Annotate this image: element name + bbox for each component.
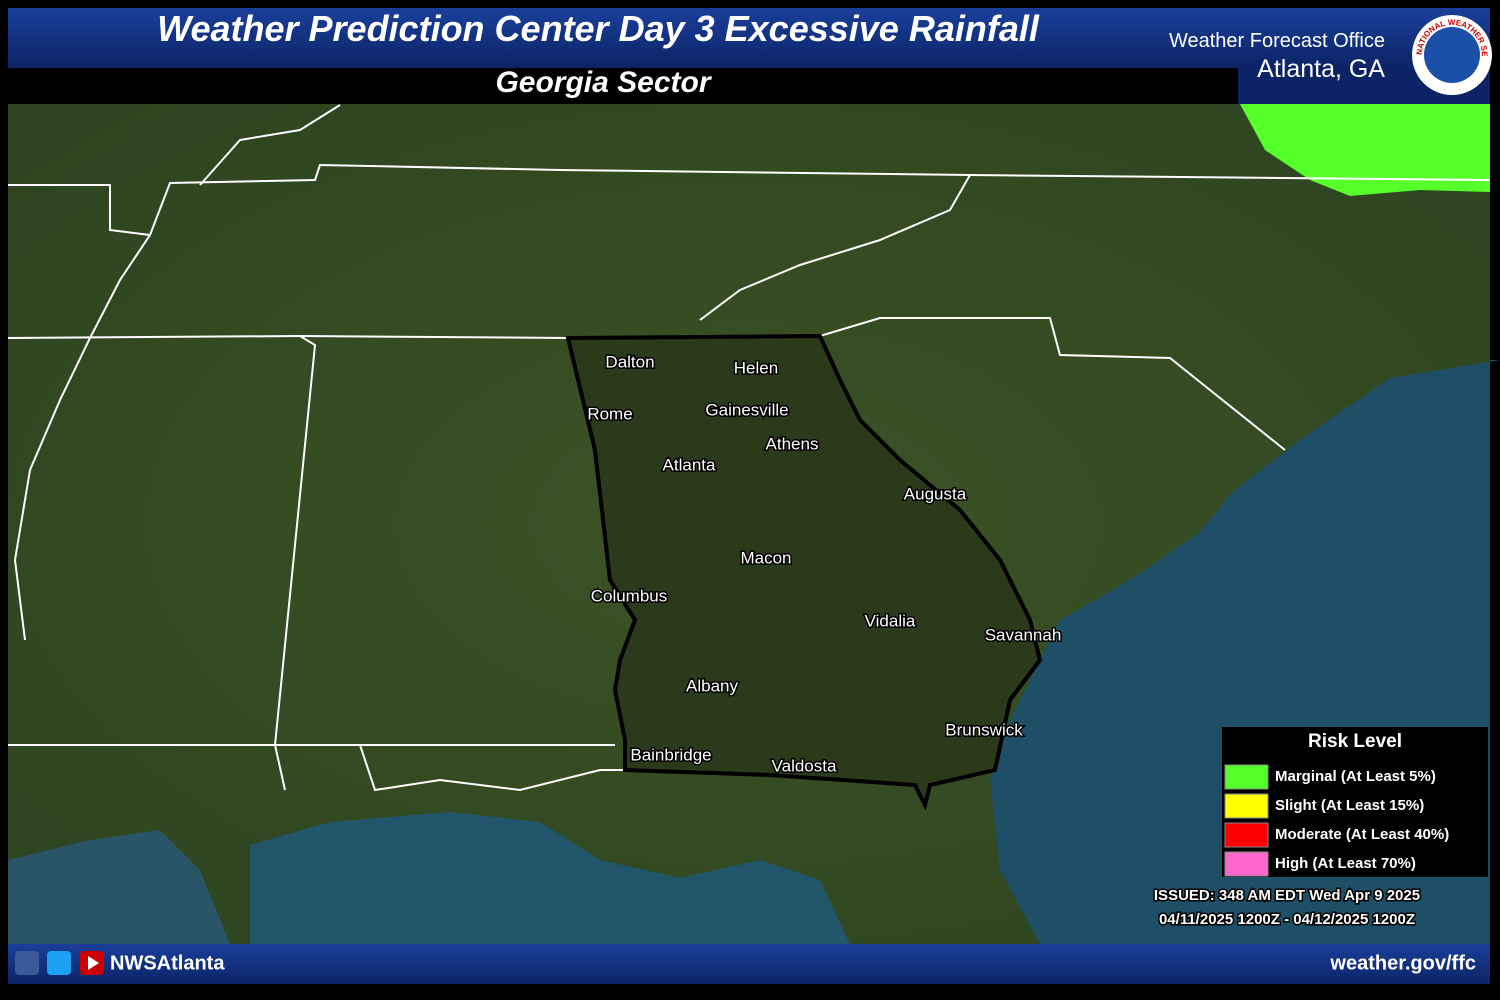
twitter-icon[interactable] bbox=[47, 951, 71, 975]
georgia bbox=[565, 333, 1043, 811]
youtube-play bbox=[88, 956, 99, 970]
city-label: Albany bbox=[686, 676, 738, 695]
city-label: Atlanta bbox=[663, 455, 716, 474]
nws-logo-inner bbox=[1424, 27, 1480, 83]
city-label: Savannah bbox=[985, 625, 1062, 644]
legend-label: High (At Least 70%) bbox=[1275, 855, 1416, 872]
city-label: Vidalia bbox=[865, 611, 916, 630]
legend-label: Moderate (At Least 40%) bbox=[1275, 826, 1449, 843]
city-label: Athens bbox=[766, 434, 819, 453]
legend-label: Slight (At Least 15%) bbox=[1275, 797, 1424, 814]
city-label: Brunswick bbox=[945, 720, 1023, 739]
office: Weather Forecast Office bbox=[1169, 30, 1385, 52]
city-label: Gainesville bbox=[705, 400, 788, 419]
legend-title: Risk Level bbox=[1308, 731, 1402, 752]
city-label: Augusta bbox=[904, 484, 967, 503]
website[interactable]: weather.gov/ffc bbox=[1329, 952, 1476, 974]
legend-swatch bbox=[1224, 764, 1269, 790]
city-label: Bainbridge bbox=[630, 745, 711, 764]
legend-swatch bbox=[1224, 822, 1269, 848]
title: Weather Prediction Center Day 3 Excessiv… bbox=[157, 8, 1040, 49]
footer-bar bbox=[8, 944, 1490, 984]
valid-period: 04/11/2025 1200Z - 04/12/2025 1200Z bbox=[1159, 911, 1415, 928]
city-labels: Dalton Helen Rome Gainesville Athens Atlanta A… bbox=[586, 351, 1063, 777]
city-label: Rome bbox=[587, 404, 632, 423]
office-location: Atlanta, GA bbox=[1257, 55, 1385, 83]
city-label: Helen bbox=[734, 358, 778, 377]
city-label: Valdosta bbox=[772, 756, 837, 775]
legend-label: Marginal (At Least 5%) bbox=[1275, 768, 1436, 785]
legend-items: Marginal (At Least 5%) Slight (At Least 1… bbox=[1224, 764, 1449, 877]
bay bbox=[8, 830, 230, 944]
legend-swatch bbox=[1224, 793, 1269, 819]
issued: ISSUED: 348 AM EDT Wed Apr 9 2025 bbox=[1154, 887, 1420, 904]
subtitle: Georgia Sector bbox=[495, 66, 712, 99]
city-label: Macon bbox=[740, 548, 791, 567]
facebook-icon[interactable] bbox=[15, 951, 39, 975]
marginal-risk-area bbox=[1240, 104, 1490, 196]
header-bar bbox=[8, 8, 1490, 68]
legend-swatch bbox=[1224, 851, 1269, 877]
city-label: Columbus bbox=[591, 586, 668, 605]
gulf-of-mexico bbox=[250, 812, 850, 944]
city-label: Dalton bbox=[605, 352, 654, 371]
subtitle-bar bbox=[8, 68, 1238, 104]
social-handle[interactable]: NWSAtlanta bbox=[110, 952, 225, 974]
